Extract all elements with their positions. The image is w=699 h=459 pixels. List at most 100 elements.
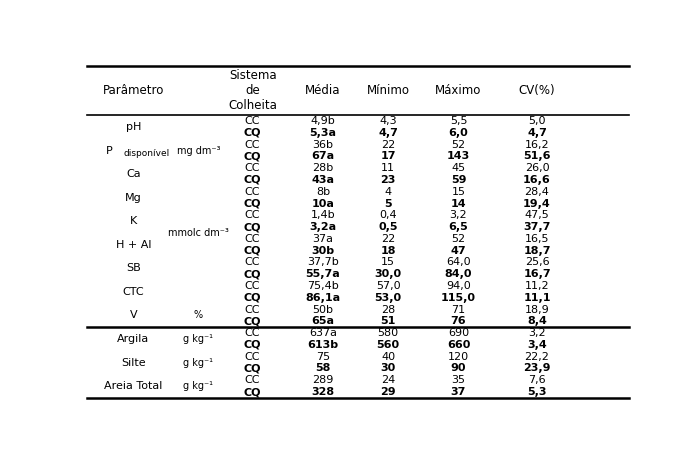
Text: g kg⁻¹: g kg⁻¹ (183, 358, 213, 368)
Text: 47: 47 (451, 246, 466, 256)
Text: 613b: 613b (308, 340, 338, 350)
Text: CV(%): CV(%) (519, 84, 555, 97)
Text: 4: 4 (384, 187, 391, 197)
Text: 52: 52 (452, 140, 466, 150)
Text: 64,0: 64,0 (446, 257, 470, 268)
Text: 67a: 67a (312, 151, 335, 162)
Text: 11: 11 (381, 163, 395, 173)
Text: 76: 76 (451, 316, 466, 326)
Text: CC: CC (245, 281, 260, 291)
Text: 8,4: 8,4 (527, 316, 547, 326)
Text: 0,4: 0,4 (380, 210, 397, 220)
Text: disponível: disponível (124, 149, 170, 158)
Text: 4,7: 4,7 (527, 128, 547, 138)
Text: 15: 15 (381, 257, 395, 268)
Text: 17: 17 (380, 151, 396, 162)
Text: Silte: Silte (121, 358, 145, 368)
Text: %: % (194, 310, 203, 320)
Text: 75: 75 (316, 352, 330, 362)
Text: CC: CC (245, 328, 260, 338)
Text: 22,2: 22,2 (524, 352, 549, 362)
Text: 8b: 8b (316, 187, 330, 197)
Text: 5: 5 (384, 199, 392, 208)
Text: 5,5: 5,5 (449, 116, 467, 126)
Text: CQ: CQ (244, 364, 261, 374)
Text: 16,6: 16,6 (523, 175, 551, 185)
Text: CC: CC (245, 163, 260, 173)
Text: 29: 29 (380, 387, 396, 397)
Text: 65a: 65a (312, 316, 335, 326)
Text: 4,9b: 4,9b (310, 116, 336, 126)
Text: 52: 52 (452, 234, 466, 244)
Text: 75,4b: 75,4b (307, 281, 339, 291)
Text: Sistema
de
Colheita: Sistema de Colheita (228, 69, 277, 112)
Text: 289: 289 (312, 375, 333, 385)
Text: 7,6: 7,6 (528, 375, 546, 385)
Text: g kg⁻¹: g kg⁻¹ (183, 381, 213, 391)
Text: 55,7a: 55,7a (305, 269, 340, 279)
Text: CQ: CQ (244, 128, 261, 138)
Text: 58: 58 (315, 364, 331, 374)
Text: 35: 35 (452, 375, 466, 385)
Text: 115,0: 115,0 (441, 293, 476, 303)
Text: CC: CC (245, 375, 260, 385)
Text: 4,7: 4,7 (378, 128, 398, 138)
Text: 50b: 50b (312, 305, 333, 314)
Text: 6,0: 6,0 (449, 128, 468, 138)
Text: 18,9: 18,9 (525, 305, 549, 314)
Text: 15: 15 (452, 187, 466, 197)
Text: CC: CC (245, 234, 260, 244)
Text: 560: 560 (377, 340, 400, 350)
Text: 23: 23 (380, 175, 396, 185)
Text: 1,4b: 1,4b (311, 210, 336, 220)
Text: 30,0: 30,0 (375, 269, 402, 279)
Text: 5,0: 5,0 (528, 116, 546, 126)
Text: CQ: CQ (244, 151, 261, 162)
Text: 16,2: 16,2 (525, 140, 549, 150)
Text: 53,0: 53,0 (375, 293, 402, 303)
Text: 43a: 43a (312, 175, 335, 185)
Text: 0,5: 0,5 (378, 222, 398, 232)
Text: mmolᴄ dm⁻³: mmolᴄ dm⁻³ (168, 228, 229, 238)
Text: CC: CC (245, 257, 260, 268)
Text: 10a: 10a (312, 199, 334, 208)
Text: 18,7: 18,7 (524, 246, 551, 256)
Text: CQ: CQ (244, 387, 261, 397)
Text: 19,4: 19,4 (523, 199, 551, 208)
Text: CC: CC (245, 352, 260, 362)
Text: 37: 37 (451, 387, 466, 397)
Text: CC: CC (245, 187, 260, 197)
Text: 94,0: 94,0 (446, 281, 471, 291)
Text: P: P (106, 146, 113, 156)
Text: 28b: 28b (312, 163, 333, 173)
Text: Ca: Ca (126, 169, 140, 179)
Text: V: V (129, 310, 137, 320)
Text: CQ: CQ (244, 293, 261, 303)
Text: SB: SB (126, 263, 140, 273)
Text: 40: 40 (381, 352, 395, 362)
Text: 25,6: 25,6 (525, 257, 549, 268)
Text: CQ: CQ (244, 316, 261, 326)
Text: Argila: Argila (117, 334, 150, 344)
Text: 37,7: 37,7 (524, 222, 551, 232)
Text: 57,0: 57,0 (376, 281, 401, 291)
Text: 22: 22 (381, 234, 395, 244)
Text: mg dm⁻³: mg dm⁻³ (177, 146, 220, 156)
Text: CQ: CQ (244, 340, 261, 350)
Text: CQ: CQ (244, 246, 261, 256)
Text: 690: 690 (448, 328, 469, 338)
Text: Mínimo: Mínimo (366, 84, 410, 97)
Text: 37a: 37a (312, 234, 333, 244)
Text: 6,5: 6,5 (449, 222, 468, 232)
Text: 4,3: 4,3 (380, 116, 397, 126)
Text: CC: CC (245, 140, 260, 150)
Text: 11,1: 11,1 (524, 293, 551, 303)
Text: 59: 59 (451, 175, 466, 185)
Text: Parâmetro: Parâmetro (103, 84, 164, 97)
Text: Areia Total: Areia Total (104, 381, 163, 391)
Text: 28,4: 28,4 (524, 187, 549, 197)
Text: 26,0: 26,0 (525, 163, 549, 173)
Text: 47,5: 47,5 (525, 210, 549, 220)
Text: CQ: CQ (244, 199, 261, 208)
Text: 18: 18 (380, 246, 396, 256)
